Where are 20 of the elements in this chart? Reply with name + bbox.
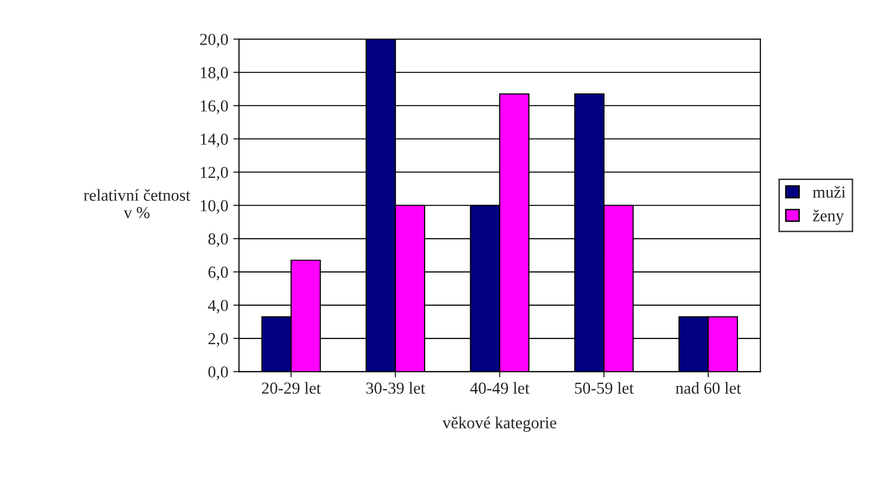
y-axis-title: relativní četnost v % (84, 189, 190, 218)
y-tick-label: 8,0 (208, 233, 228, 247)
x-tick-label: 50-59 let (575, 382, 634, 394)
y-tick-label: 20,0 (200, 34, 228, 48)
x-axis-title: věkové kategorie (442, 416, 556, 432)
y-tick-label: 16,0 (200, 100, 228, 114)
y-tick-label: 4,0 (208, 300, 228, 314)
y-tick-label: 18,0 (200, 67, 228, 81)
x-tick-label: nad 60 let (676, 382, 741, 394)
x-tick-label: 40-49 let (470, 382, 530, 394)
y-tick-label: 10,0 (200, 200, 228, 214)
x-tick-label: 30-39 let (366, 382, 426, 394)
legend-label: muži (812, 186, 846, 198)
x-tick-label: 20-29 let (262, 382, 321, 394)
y-tick-label: 2,0 (208, 333, 228, 347)
y-tick-label: 0,0 (208, 366, 228, 380)
legend-label: ženy (812, 210, 844, 225)
y-tick-label: 14,0 (200, 134, 228, 148)
y-tick-label: 12,0 (200, 166, 228, 180)
y-tick-label: 6,0 (208, 266, 228, 280)
